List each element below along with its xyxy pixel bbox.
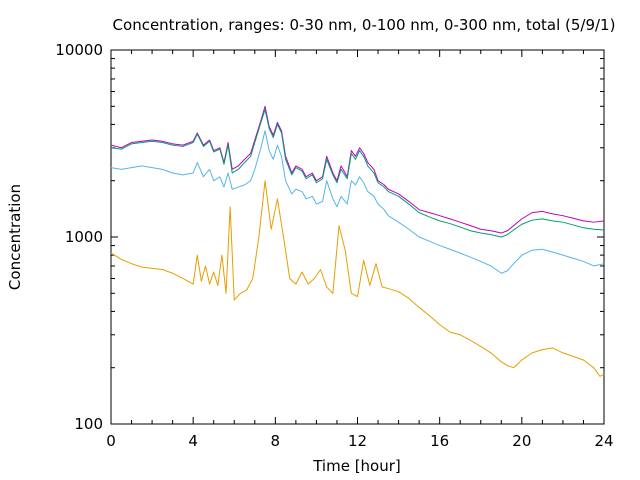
- x-tick-label: 16: [430, 432, 449, 450]
- y-tick-label: 10000: [55, 41, 103, 59]
- x-axis-label: Time [hour]: [312, 457, 401, 475]
- x-tick-label: 4: [188, 432, 198, 450]
- chart-title: Concentration, ranges: 0-30 nm, 0-100 nm…: [113, 16, 616, 34]
- x-tick-label: 0: [106, 432, 116, 450]
- series-line-1: [110, 105, 605, 234]
- x-tick-label: 8: [271, 432, 281, 450]
- y-axis-label: Concentration: [6, 184, 24, 290]
- axis-ticks: [110, 49, 605, 425]
- series-line-3: [110, 130, 605, 274]
- x-tick-labels: 0 4 8 12 16 20 24: [106, 432, 613, 450]
- y-tick-labels: 100 1000 10000: [55, 41, 103, 433]
- plot-frame: [110, 49, 605, 425]
- x-tick-label: 20: [512, 432, 531, 450]
- y-tick-label: 1000: [65, 228, 103, 246]
- x-tick-label: 24: [594, 432, 613, 450]
- x-tick-label: 12: [348, 432, 367, 450]
- series-line-2: [110, 109, 605, 238]
- y-tick-label: 100: [74, 415, 103, 433]
- series-layer: [110, 105, 605, 377]
- series-line-4: [110, 180, 605, 377]
